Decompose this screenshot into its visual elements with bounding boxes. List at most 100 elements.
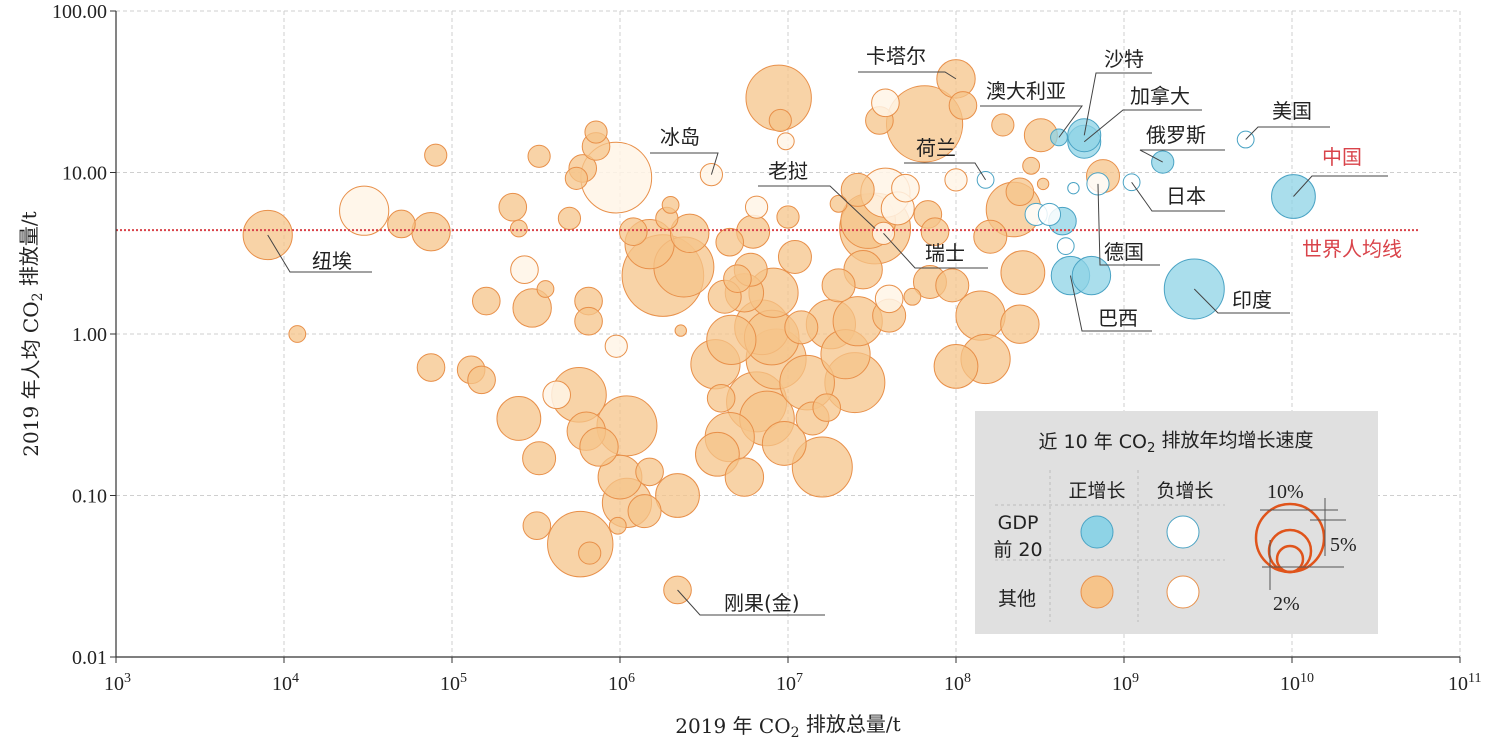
- bubble-point: [496, 396, 542, 441]
- bubble-point: [761, 421, 807, 466]
- leader-line: [1083, 109, 1202, 143]
- bubble-point: [1271, 174, 1316, 219]
- bubble-point: [1005, 177, 1035, 207]
- bubble-point: [784, 310, 819, 345]
- bubble-point: [955, 290, 1006, 341]
- annotation-label: 纽埃: [312, 249, 352, 273]
- x-tick-label: 105: [440, 671, 467, 695]
- bubble-point: [579, 427, 619, 467]
- bubble-point: [542, 380, 572, 410]
- bubble-point: [991, 113, 1015, 137]
- y-tick-label: 0.01: [72, 647, 107, 669]
- bubble-point: [1000, 250, 1046, 295]
- bubble-point: [723, 264, 752, 293]
- bubble-point: [574, 306, 603, 336]
- bubble-point: [584, 120, 608, 144]
- bubble-point: [935, 268, 970, 303]
- leader-line: [1245, 126, 1330, 140]
- bubble-point: [471, 286, 501, 316]
- leader-line: [650, 152, 719, 175]
- legend-size-label-5: 5%: [1330, 534, 1357, 556]
- bubble-point: [829, 194, 848, 213]
- annotation-label: 沙特: [1104, 47, 1144, 71]
- bubble-point: [812, 393, 842, 422]
- annotation-label: 瑞士: [925, 241, 965, 265]
- leader-line: [980, 105, 1083, 138]
- bubble-point: [973, 219, 1008, 254]
- bubble-point: [670, 213, 710, 254]
- y-axis-title: 2019 年人均 CO2​ 排放量/t: [17, 211, 46, 456]
- legend-swatch-other-negative: [1166, 575, 1200, 609]
- y-tick-label: 10.00: [62, 163, 107, 185]
- legend-row-other: 其他: [998, 588, 1036, 610]
- bubble-point: [776, 132, 795, 151]
- bubble-point: [776, 205, 800, 229]
- legend-size-label-10: 10%: [1267, 481, 1304, 503]
- bubble-point: [777, 239, 812, 274]
- bubble-point: [522, 441, 557, 476]
- bubble-point: [706, 383, 736, 413]
- leader-line: [1097, 183, 1160, 266]
- bubble-point: [933, 344, 979, 389]
- bubble-point: [604, 334, 628, 358]
- legend-title: 近 10 年 CO2​ 排放年均增长速度: [1038, 429, 1313, 456]
- bubble-point: [510, 255, 539, 285]
- annotation-label: 卡塔尔: [866, 44, 926, 68]
- legend-swatch-gdp20-negative: [1166, 515, 1200, 549]
- bubble-point: [288, 325, 307, 343]
- annotation-label: 澳大利亚: [986, 79, 1066, 103]
- bubble-point: [706, 314, 757, 365]
- x-tick-label: 1011: [1448, 671, 1481, 695]
- bubble-point: [715, 227, 745, 257]
- bubble-point: [527, 144, 551, 168]
- bubble-point: [840, 172, 875, 207]
- bubble-point: [944, 168, 968, 192]
- leader-line: [1069, 275, 1152, 332]
- annotation-label: 美国: [1272, 99, 1312, 123]
- leader-line: [883, 233, 988, 269]
- y-tick-label: 0.10: [72, 486, 107, 508]
- x-tick-label: 106: [608, 671, 635, 695]
- bubble-point: [424, 143, 448, 167]
- x-axis-title: 2019 年 CO2​ 排放总量/t: [675, 712, 900, 741]
- leader-line: [1083, 72, 1152, 136]
- y-tick-label: 1.00: [72, 324, 107, 346]
- x-tick-label: 107: [776, 671, 803, 695]
- annotation-label: 荷兰: [916, 136, 956, 160]
- bubble-point: [536, 280, 555, 298]
- bubble-point: [557, 206, 582, 230]
- legend-row-gdp20-line2: 前 20: [993, 539, 1042, 561]
- legend-row-gdp20-line1: GDP: [998, 512, 1039, 534]
- annotation-label: 冰岛: [660, 125, 700, 149]
- bubble-point: [635, 457, 664, 487]
- annotation-label: 德国: [1104, 240, 1144, 264]
- x-tick-label: 1010: [1280, 671, 1314, 695]
- bubble-point: [724, 457, 765, 497]
- leader-line: [858, 71, 957, 80]
- bubble-point: [619, 217, 648, 246]
- leader-line: [758, 185, 876, 229]
- annotation-label: 刚果(金): [724, 591, 800, 615]
- bubble-point: [903, 287, 922, 306]
- bubble-point: [1000, 304, 1040, 344]
- world-average-label: 世界人均线: [1302, 237, 1402, 261]
- bubble-point: [1071, 255, 1112, 296]
- legend-swatch-other-positive: [1080, 575, 1114, 609]
- bubble-point: [821, 268, 856, 303]
- bubble-point: [512, 288, 552, 328]
- annotation-label: 印度: [1232, 288, 1272, 312]
- bubble-point: [498, 192, 528, 222]
- legend-col-positive: 正增长: [1068, 480, 1125, 502]
- annotation-label: 老挝: [768, 159, 808, 183]
- annotation-label: 俄罗斯: [1146, 123, 1206, 147]
- bubble-point: [1022, 156, 1041, 175]
- leader-line: [677, 589, 825, 616]
- annotation-label: 中国: [1322, 145, 1362, 169]
- bubble-point: [416, 353, 446, 382]
- bubble-point: [1036, 177, 1050, 191]
- bubble-point: [655, 473, 700, 518]
- bubble-point: [608, 516, 627, 535]
- x-tick-label: 108: [944, 671, 971, 695]
